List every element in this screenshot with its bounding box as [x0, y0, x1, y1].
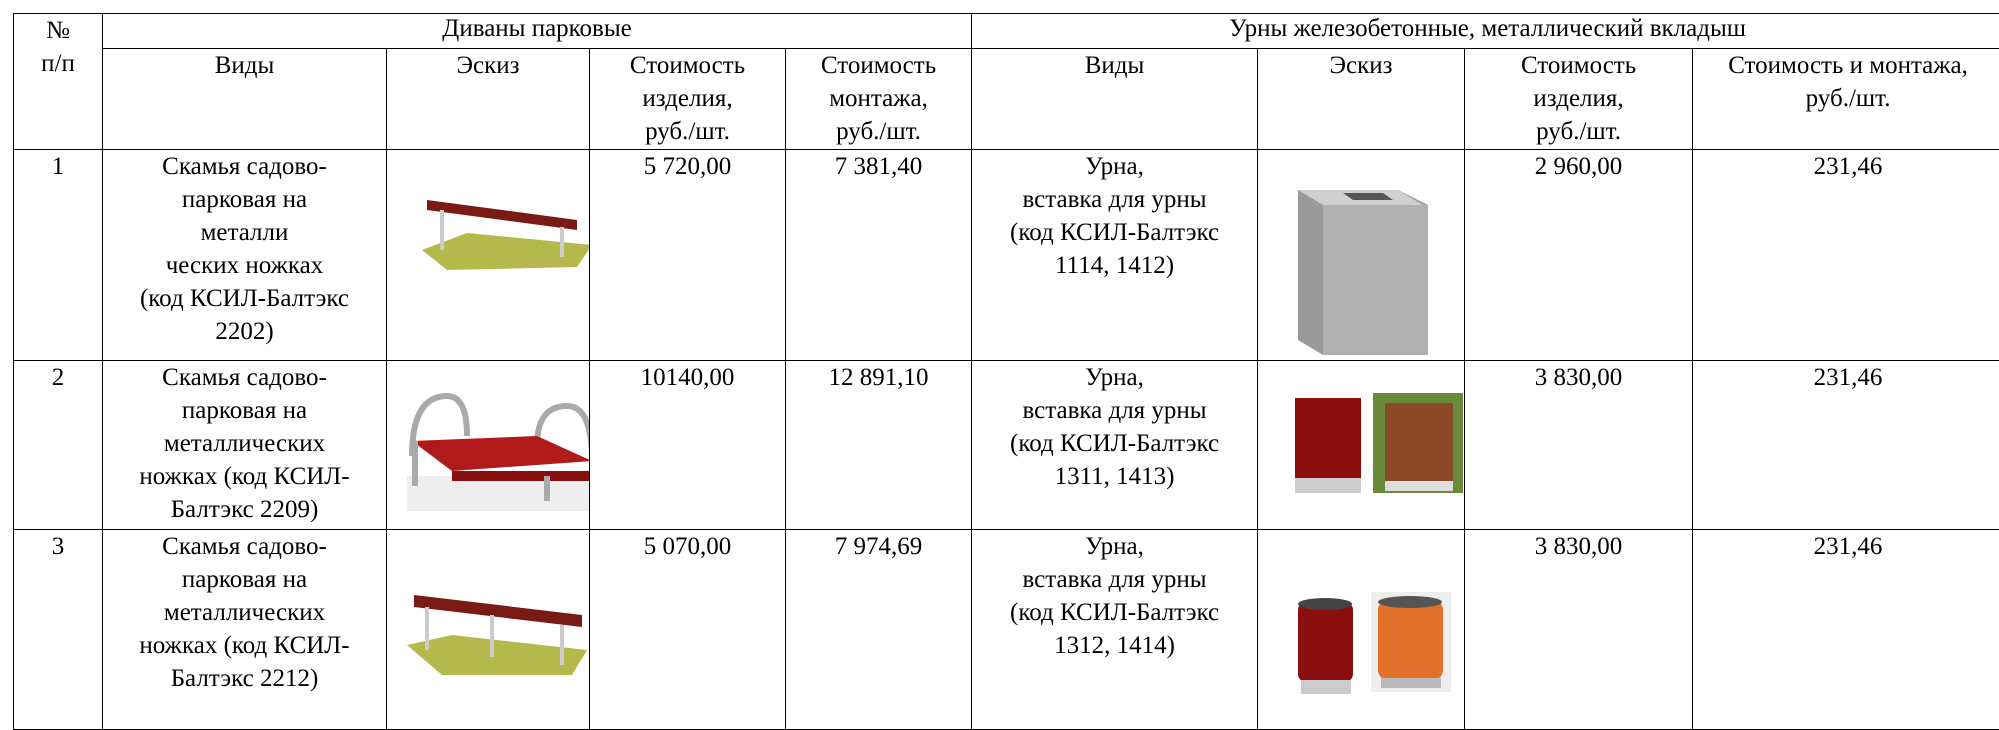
bench-image [422, 200, 589, 270]
urn-price: 3 830,00 [1464, 360, 1694, 530]
urn-sketch [1257, 360, 1466, 530]
number-header: № п/п [13, 13, 103, 150]
column-header: Виды [102, 48, 387, 150]
urn-type: Урна, вставка для урны (код КСИЛ-Балтэкс… [971, 149, 1259, 361]
urn-type: Урна, вставка для урны (код КСИЛ-Балтэкс… [971, 529, 1259, 730]
bench-image [407, 595, 587, 675]
column-header: Стоимость изделия, руб./шт. [1464, 48, 1694, 150]
bench-image [407, 392, 589, 511]
urn-mount-price: 231,46 [1692, 360, 1999, 530]
bench-type: Скамья садово- парковая на металли чески… [102, 149, 387, 361]
urn-type: Урна, вставка для урны (код КСИЛ-Балтэкс… [971, 360, 1259, 530]
column-header: Стоимость изделия, руб./шт. [589, 48, 786, 150]
column-header: Стоимость монтажа, руб./шт. [784, 48, 973, 150]
bench-type: Скамья садово- парковая на металлических… [102, 360, 387, 530]
urn-image [1298, 190, 1429, 355]
urn-price: 3 830,00 [1464, 529, 1694, 730]
bench-sketch [386, 529, 590, 730]
row-number: 2 [13, 360, 103, 530]
bench-price: 5 720,00 [589, 149, 786, 361]
column-header: Эскиз [1257, 48, 1466, 150]
urn-mount-price: 231,46 [1692, 149, 1999, 361]
price-table: № п/п Диваны парковые Урны железобетонны… [13, 13, 1999, 730]
group-header: Урны железобетонные, металлический вклад… [971, 13, 1999, 49]
row-number: 1 [13, 149, 103, 361]
bench-mount-price: 7 974,69 [784, 529, 973, 730]
urn-image [1298, 592, 1452, 694]
bench-mount-price: 12 891,10 [784, 360, 973, 530]
bench-sketch [386, 149, 590, 361]
column-header: Стоимость и монтажа, руб./шт. [1692, 48, 1999, 150]
urn-mount-price: 231,46 [1692, 529, 1999, 730]
bench-sketch [386, 360, 590, 530]
column-header: Эскиз [386, 48, 590, 150]
bench-price: 5 070,00 [589, 529, 786, 730]
urn-price: 2 960,00 [1464, 149, 1694, 361]
row-number: 3 [13, 529, 103, 730]
column-header: Виды [971, 48, 1259, 150]
urn-sketch [1257, 149, 1466, 361]
group-header: Диваны парковые [101, 13, 973, 49]
urn-image [1295, 393, 1464, 493]
bench-mount-price: 7 381,40 [784, 149, 973, 361]
urn-sketch [1257, 529, 1466, 730]
bench-price: 10140,00 [589, 360, 786, 530]
bench-type: Скамья садово- парковая на металлических… [102, 529, 387, 730]
